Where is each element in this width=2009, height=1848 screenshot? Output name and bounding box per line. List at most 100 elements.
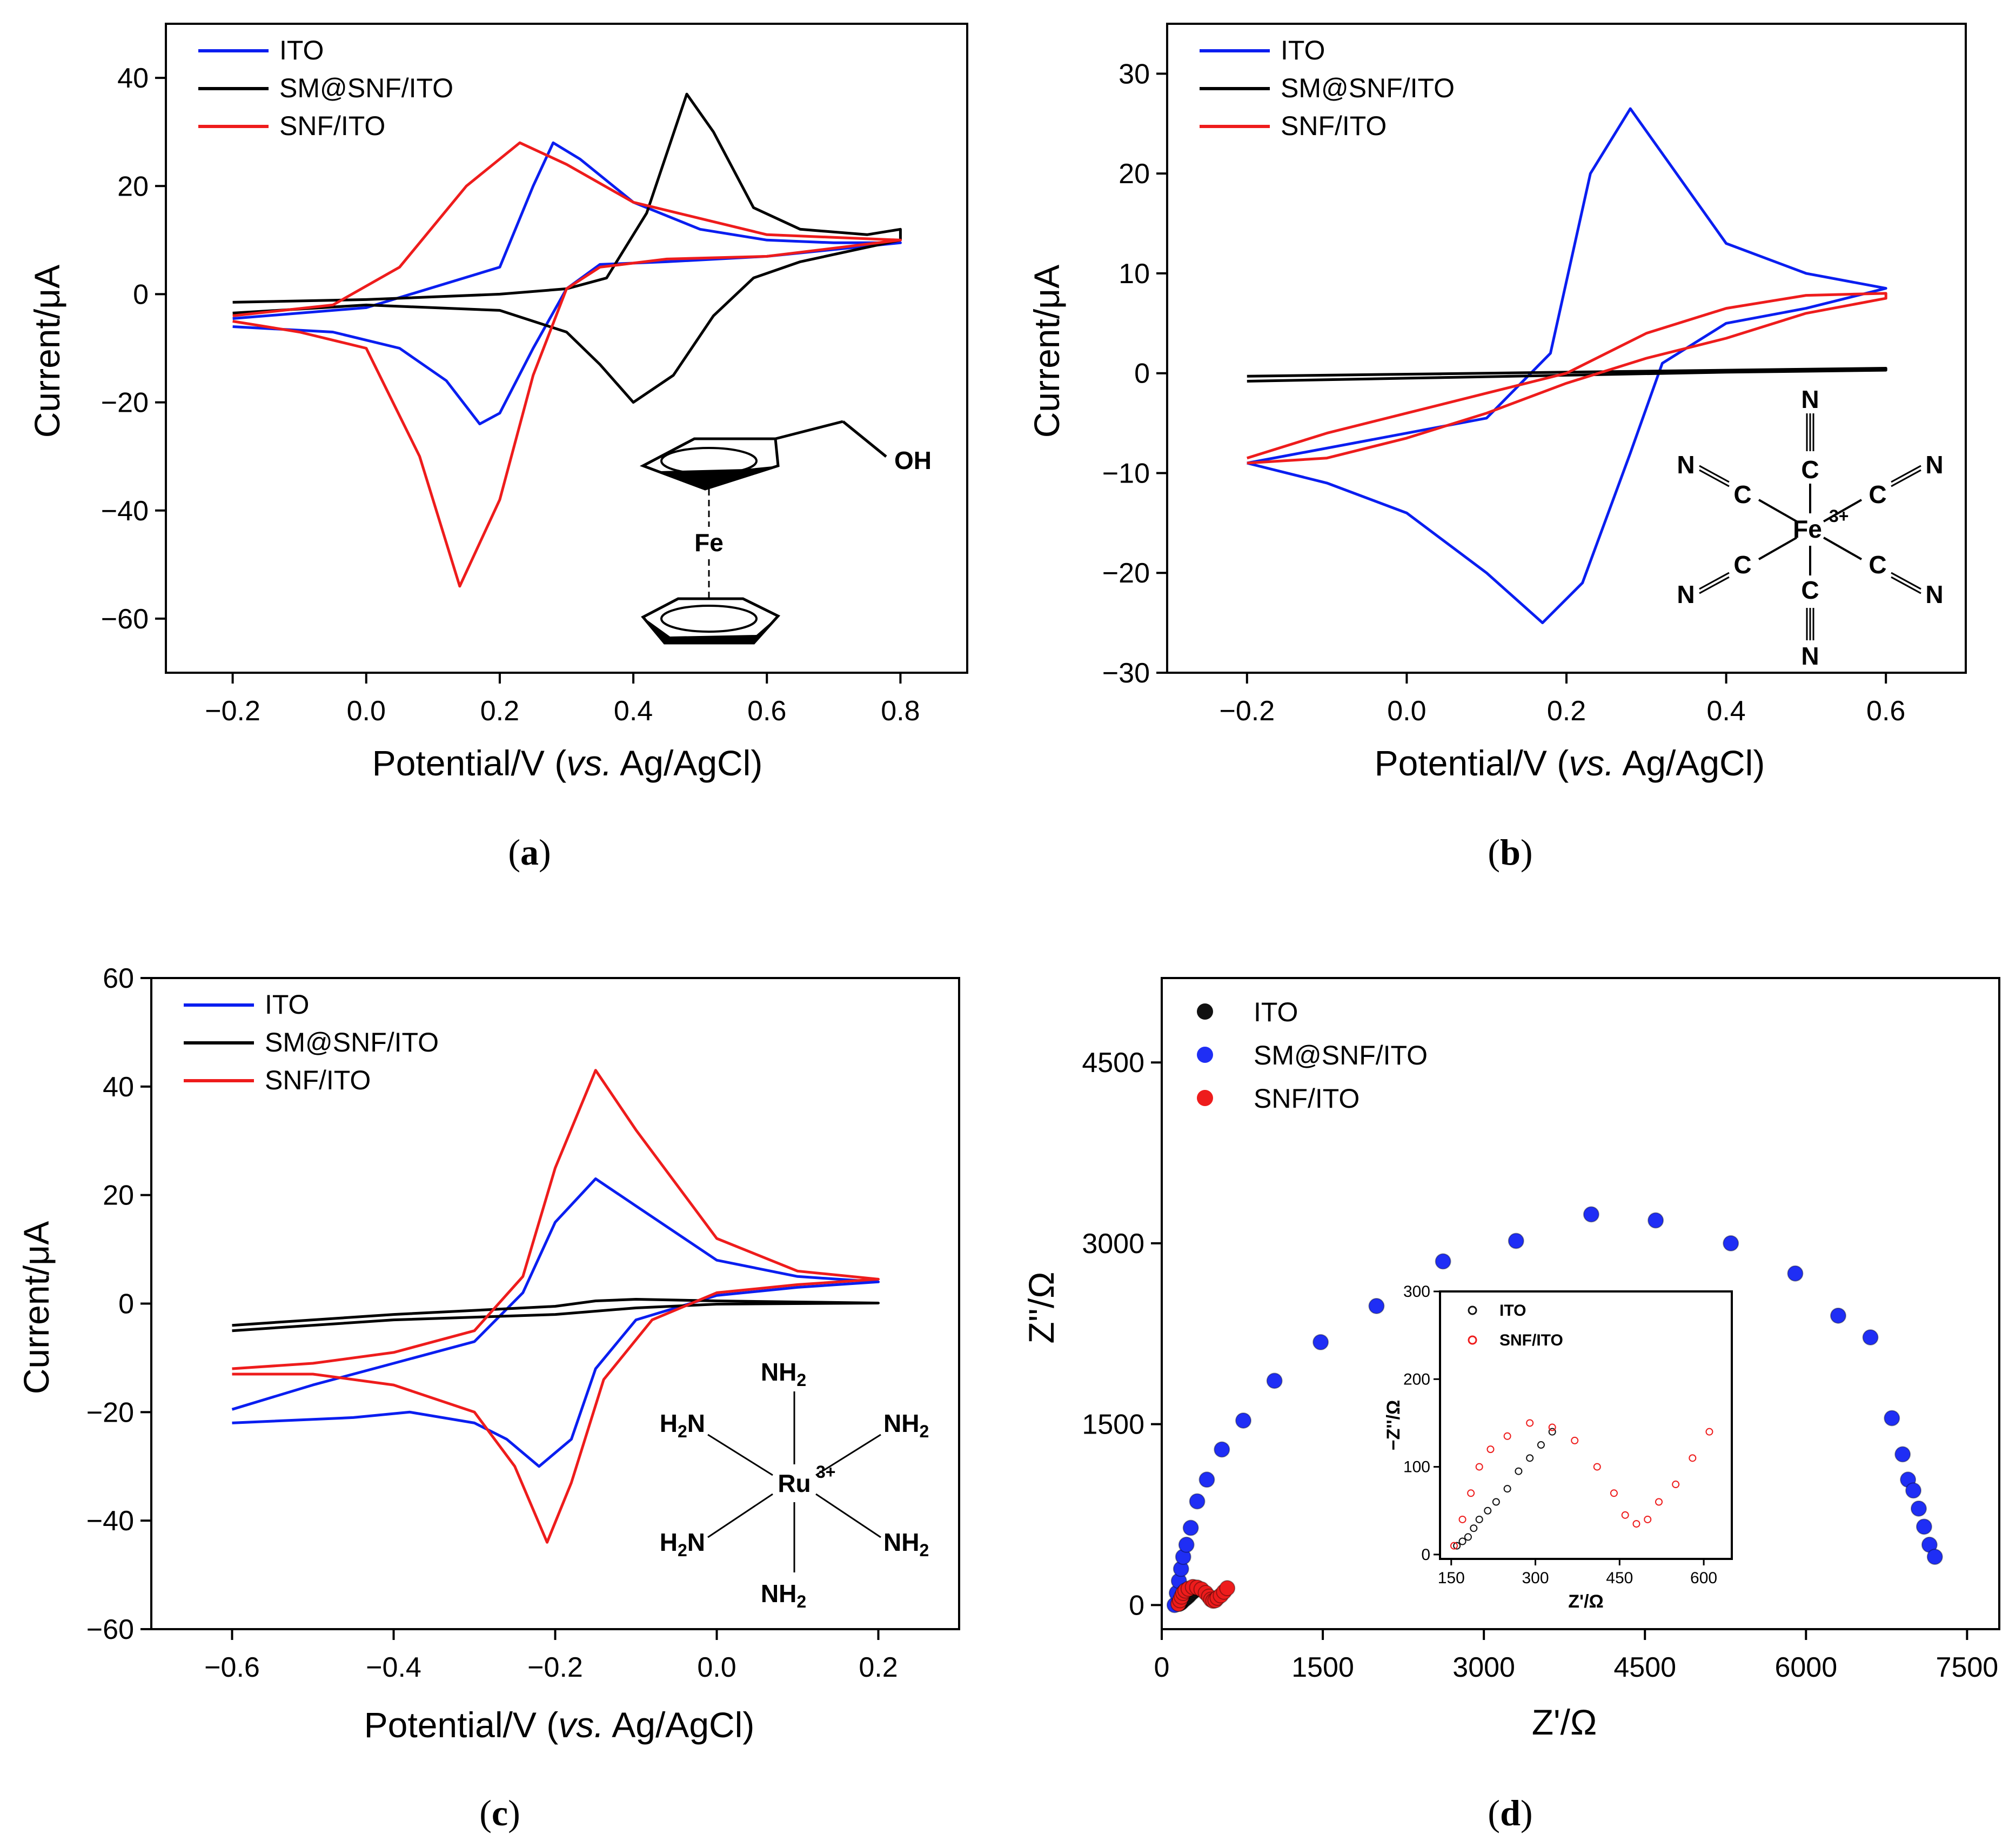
legend-label: SNF/ITO <box>279 111 385 141</box>
data-point-sm-snf-ito <box>1648 1212 1664 1229</box>
inset-point-snf-ito <box>1475 1463 1483 1471</box>
data-point-sm-snf-ito <box>1508 1233 1524 1249</box>
data-point-sm-snf-ito <box>1916 1518 1932 1535</box>
data-point-sm-snf-ito <box>1435 1253 1451 1270</box>
inset-point-ito <box>1470 1524 1478 1532</box>
inset-x-tick-label: 450 <box>1606 1569 1633 1587</box>
data-point-snf-ito <box>1219 1580 1236 1597</box>
panel-label: (c) <box>479 1792 520 1833</box>
plot-frame <box>1161 977 2000 1630</box>
x-axis-label-part: Ag/AgCl) <box>612 743 763 783</box>
c-label: C <box>1733 480 1751 508</box>
legend-label: ITO <box>1281 35 1325 65</box>
series-line-snf-ito <box>232 141 902 588</box>
ru-n-bond <box>815 1493 881 1538</box>
fe-label: Fe <box>1793 515 1822 543</box>
subscript-2: 2 <box>678 1422 687 1441</box>
legend-label: ITO <box>1254 997 1298 1027</box>
c-label: C <box>1869 551 1886 579</box>
inset-y-tick-label: 0 <box>1421 1546 1430 1564</box>
y-tick-label: 30 <box>1119 58 1150 90</box>
n-label: N <box>1677 580 1695 608</box>
data-point-sm-snf-ito <box>1214 1441 1230 1458</box>
panel-a: −0.2 0.0 0.2 0.4 0.6 0.8 −60 −40 −20 0 20 40 Potenti… <box>27 23 968 873</box>
inset-point-ito <box>1458 1537 1466 1545</box>
nh-part: NH <box>883 1528 919 1556</box>
inset-point-snf-ito <box>1705 1428 1713 1436</box>
panel-label: (b) <box>1488 832 1532 873</box>
h2n-lower-left: H2N <box>660 1528 705 1560</box>
nh2-bottom: NH2 <box>761 1579 806 1611</box>
subscript-2: 2 <box>919 1422 929 1441</box>
ru-n-bond <box>815 1434 881 1476</box>
inset-x-tick-label: 150 <box>1438 1569 1465 1587</box>
panel-b: −0.2 0.0 0.2 0.4 0.6 −30 −20 −10 0 10 20 30 Potentia… <box>1027 23 1967 873</box>
data-point-sm-snf-ito <box>1905 1482 1922 1499</box>
y-axis-label: Current/μA <box>1027 265 1067 438</box>
panel-d: 0 1500 3000 4500 6000 75000150030004500Z'/ΩZ'… <box>1021 977 2000 1833</box>
data-point-sm-snf-ito <box>1926 1549 1943 1565</box>
y-tick-label: −40 <box>101 496 149 527</box>
cp-ring-top-edge <box>659 466 778 489</box>
fe-c-bond-diag <box>1823 537 1862 560</box>
fe-c-bond-diag <box>1823 499 1862 523</box>
y-axis-label: Z''/Ω <box>1021 1271 1061 1343</box>
legend-label: SNF/ITO <box>1254 1083 1360 1114</box>
inset-point-snf-ito <box>1644 1515 1652 1523</box>
x-axis-label: Potential/V (vs. Ag/AgCl) <box>372 743 763 783</box>
y-tick-label: 1500 <box>1082 1409 1144 1441</box>
y-tick-label: 4500 <box>1082 1047 1144 1079</box>
x-tick-label: −0.6 <box>204 1652 260 1683</box>
fe-c-bond-diag <box>1758 499 1797 523</box>
x-tick-label: 4500 <box>1613 1652 1676 1683</box>
inset-legend-label: ITO <box>1499 1302 1526 1320</box>
subscript-2: 2 <box>678 1541 687 1560</box>
legend-label: SM@SNF/ITO <box>265 1027 439 1057</box>
h-part: H <box>660 1409 678 1437</box>
x-tick-label: 0.0 <box>697 1652 736 1683</box>
series-line-ito <box>231 1177 880 1468</box>
data-point-sm-snf-ito <box>1723 1235 1739 1251</box>
y-tick-label: 0 <box>1134 358 1150 390</box>
panel-label-letter: a <box>520 832 539 873</box>
n-label: N <box>1801 385 1819 413</box>
legend-label: ITO <box>265 989 309 1020</box>
panel-label: (a) <box>508 832 551 873</box>
nh-part: NH <box>761 1358 796 1386</box>
x-tick-label: 1500 <box>1291 1652 1354 1683</box>
y-tick-label: 20 <box>103 1180 134 1211</box>
data-point-sm-snf-ito <box>1787 1265 1804 1282</box>
legend-marker <box>1197 1047 1213 1063</box>
y-tick-label: 40 <box>117 63 149 94</box>
y-tick-label: 10 <box>1119 258 1150 290</box>
y-axis-label: Current/μA <box>27 265 67 438</box>
x-tick-label: 3000 <box>1452 1652 1515 1683</box>
legend-label: ITO <box>279 35 324 65</box>
inset-point-snf-ito <box>1450 1542 1458 1550</box>
panel-label-open: ( <box>508 832 520 873</box>
n-label: N <box>1677 451 1695 479</box>
y-tick-label: 60 <box>103 963 134 994</box>
x-axis-label: Potential/V (vs. Ag/AgCl) <box>364 1705 755 1745</box>
data-point-sm-snf-ito <box>1266 1372 1283 1389</box>
y-tick-label: 40 <box>103 1072 134 1103</box>
y-axis-label: Current/μA <box>16 1221 56 1394</box>
fe-c-bond-diag <box>1758 537 1797 560</box>
inset-point-ito <box>1464 1533 1472 1541</box>
cn-triple-diag <box>1699 465 1730 483</box>
x-axis-label-part: Potential/V ( <box>364 1705 559 1745</box>
nh-part: NH <box>761 1579 796 1608</box>
inset-point-ito <box>1515 1467 1523 1475</box>
x-tick-label: 0.2 <box>480 695 519 727</box>
cn-triple-diag <box>1699 469 1730 487</box>
panel-label-close: ) <box>1521 1792 1533 1833</box>
inset-frame <box>1439 1290 1733 1560</box>
legend-marker <box>1197 1003 1213 1020</box>
inset-x-label: Z'/Ω <box>1568 1591 1604 1612</box>
panel-label-letter: b <box>1500 832 1521 873</box>
cn-triple-diag <box>1891 572 1921 590</box>
y-tick-label: −10 <box>1102 458 1150 489</box>
inset-point-snf-ito <box>1593 1463 1601 1471</box>
y-tick-label: 3000 <box>1082 1228 1144 1260</box>
y-tick-label: 20 <box>1119 158 1150 190</box>
